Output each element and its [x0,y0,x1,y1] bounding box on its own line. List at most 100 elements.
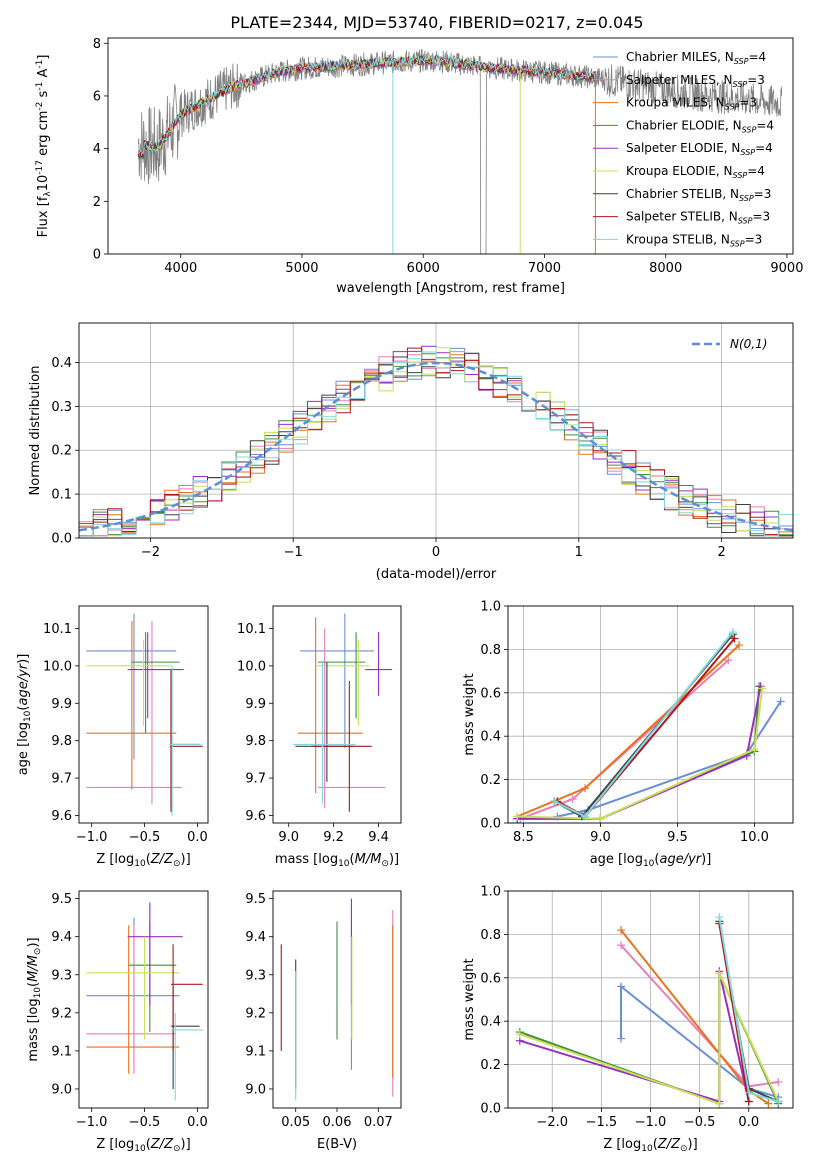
x-tick-label: −1.0 [76,830,108,845]
axis-label-part: )] [26,937,41,947]
mass-weight-line [718,923,750,1102]
y-tick-label: 4 [93,142,101,157]
plot-area [515,913,783,1108]
mass-weight-marker [730,634,739,643]
y-axis-label-part: A [36,69,51,82]
x-tick-label: 9.2 [323,830,344,845]
y-tick-label: 9.8 [245,734,266,749]
x-tick-label: 0.0 [187,830,208,845]
y-axis-label-part: -1 [35,82,45,91]
y-tick-label: 0.0 [480,817,501,832]
y-axis-label-part: -17 [35,160,45,175]
y-tick-label: 9.3 [51,968,72,983]
mass-weight-marker [744,1088,753,1097]
y-tick-label: 0.1 [51,488,72,503]
axis-label-part: Z/Z [150,1137,174,1152]
mass-weight-line [620,984,779,1099]
y-tick-label: 9.0 [51,1082,72,1097]
axis-label-part: )] [701,852,711,867]
axis-label-part: age/yr [659,852,702,867]
axis-label-part: ⊙ [680,1144,688,1154]
y-tick-label: 9.9 [245,697,266,712]
x-axis-label: E(B-V) [317,1137,357,1152]
axes-frame [78,605,209,824]
y-tick-label: 9.1 [245,1044,266,1059]
y-tick-label: 9.7 [245,772,266,787]
legend-sub: SSP [740,148,755,157]
y-tick-label: 0.2 [480,1058,501,1073]
x-tick-label: −0.5 [684,1115,716,1130]
axis-label-part: ( [653,1137,658,1152]
figure-title: PLATE=2344, MJD=53740, FIBERID=0217, z=0… [230,13,643,32]
axis-label-part: ( [146,1137,151,1152]
axis-label-part: ⊙ [173,859,181,869]
mass-weight-line [519,971,750,1103]
axis-label-part: age [log [590,852,643,867]
mass-weight-line [517,686,762,820]
axis-label-part: ( [16,706,31,711]
y-tick-label: 1.0 [480,600,501,615]
axis-label-part: Z [log [96,1137,134,1152]
axis-label: age [log10(age/yr)] [16,654,33,776]
x-tick-label: −0.5 [129,1115,161,1130]
axis-label-part: Z/Z [150,852,174,867]
axis-label-part: ⊙ [173,1144,181,1154]
x-tick-label: −1.5 [586,1115,618,1130]
y-axis-label-part: -2 [35,102,45,111]
x-tick-label: 0.06 [323,1115,352,1130]
y-tick-label: 8 [93,37,101,52]
axis-label-part: )] [688,1137,698,1152]
y-axis-label-part: erg cm [36,111,51,160]
x-tick-label: 0.07 [364,1115,393,1130]
plot-area [86,902,203,1101]
panel-mass_vs_Z: −1.0 −0.5 0.09.09.19.29.39.49.5Z [log10(Z/… [26,890,209,1154]
legend-name: Kroupa ELODIE, N [626,164,733,178]
legend-sub: SSP [733,171,748,180]
legend-sub: SSP [738,217,753,226]
y-tick-label: 0.0 [480,1102,501,1117]
legend-name: Salpeter STELIB, N [626,210,738,224]
mass-weight-line [516,644,740,818]
legend-sub: SSP [733,80,748,89]
axes-frame [78,890,209,1109]
x-tick-label: 9.5 [667,830,688,845]
legend-label: Chabrier MILES, NSSP=4 [626,50,766,66]
mass-weight-marker [764,1099,773,1108]
legend-label: Kroupa STELIB, NSSP=3 [626,232,762,248]
plot-area [293,613,393,812]
x-tick-label: 9000 [770,261,803,276]
axis-label-part: )] [181,852,191,867]
x-tick-label: 6000 [407,261,440,276]
axis-label-part: mass [log [275,852,338,867]
mass-weight-marker [617,941,626,950]
legend-count: =4 [747,164,765,178]
panel-age_vs_Z: −1.0 −0.5 0.09.69.79.89.910.010.1Z [log10(… [16,605,209,869]
y-tick-label: 10.0 [43,659,72,674]
legend-count: =3 [747,73,765,87]
axis-label: Z [log10(Z/Z⊙)] [603,1137,697,1154]
plot-area [280,898,394,1101]
y-tick-label: 0.8 [480,643,501,658]
y-tick-label: 0.3 [51,400,72,415]
legend-count: =4 [748,50,766,64]
mass-weight-marker [774,1097,783,1106]
legend-sub: SSP [734,57,749,66]
mass-weight-line [557,700,782,818]
x-axis-label: (data-model)/error [376,567,497,582]
legend-label: Kroupa ELODIE, NSSP=4 [626,164,765,180]
axis-label-part: mass [log [26,998,41,1061]
y-tick-label: 9.5 [245,892,266,907]
y-tick-label: 1.0 [480,885,501,900]
x-tick-label: −2.0 [536,1115,568,1130]
mass-weight-marker [715,969,724,978]
plot-area [137,48,783,254]
x-tick-label: 9.0 [590,830,611,845]
axis-label-part: M/M [26,955,41,982]
mass-weight-marker [515,1030,524,1039]
x-tick-label: 5000 [285,261,318,276]
mass-weight-marker [568,795,577,804]
x-tick-label: 9.0 [278,830,299,845]
mass-weight-marker [728,628,737,637]
axis-label-part: 10 [641,1144,653,1154]
